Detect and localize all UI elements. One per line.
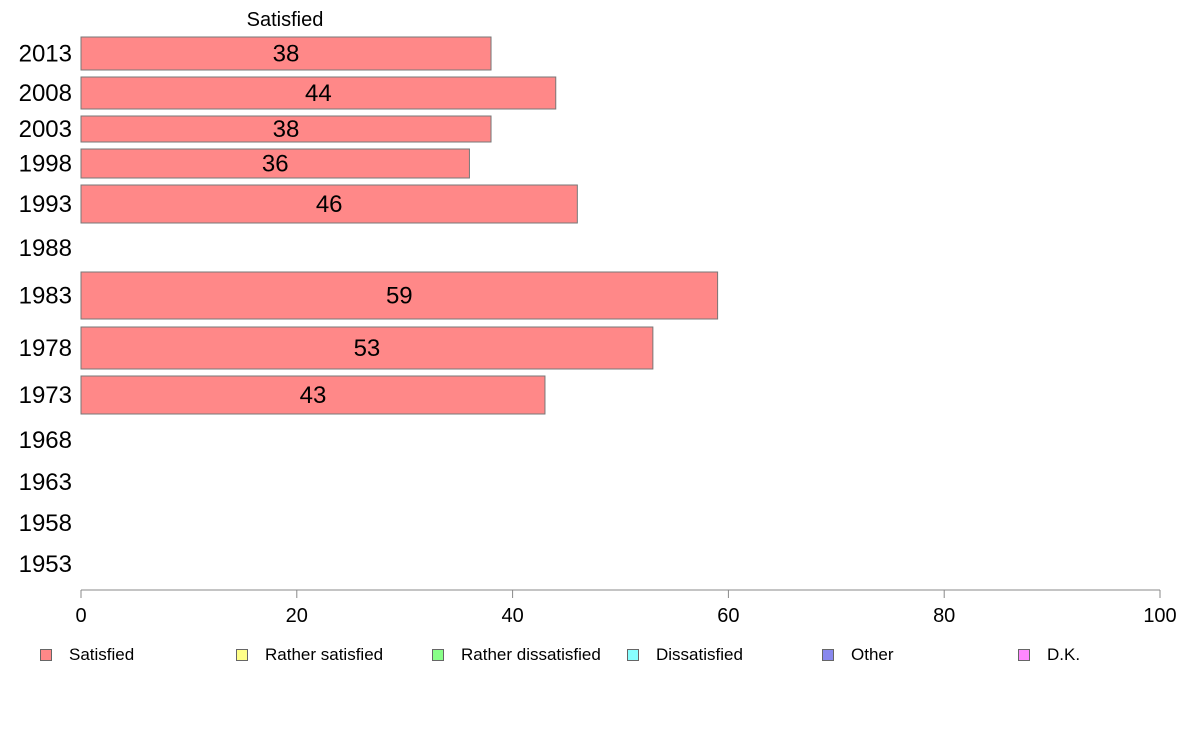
bar-satisfied — [80, 76, 557, 110]
legend-item-dk: D.K. — [1018, 642, 1080, 668]
legend-swatch-dk — [1018, 649, 1030, 661]
x-tick-label: 40 — [501, 605, 523, 627]
legend-label: Rather satisfied — [265, 645, 384, 664]
year-label: 2003 — [19, 116, 72, 143]
bar-value-label: 38 — [273, 116, 300, 143]
bar-satisfied — [80, 36, 492, 71]
year-label: 1983 — [19, 283, 72, 310]
bar-value-label: 44 — [305, 80, 332, 107]
bar-value-label: 36 — [262, 151, 289, 178]
legend-label: Dissatisfied — [656, 645, 743, 664]
x-tick-label: 20 — [286, 605, 308, 627]
year-label: 1963 — [19, 469, 72, 496]
year-label: 2013 — [19, 41, 72, 68]
legend-item-dissatisfied: Dissatisfied — [627, 642, 743, 668]
legend-item-rather-satisfied: Rather satisfied — [236, 642, 383, 668]
year-label: 1988 — [19, 235, 72, 262]
year-label: 1958 — [19, 510, 72, 537]
legend-item-satisfied: Satisfied — [40, 642, 134, 668]
legend-label: Rather dissatisfied — [461, 645, 601, 664]
bar-satisfied — [80, 271, 719, 320]
legend-label: D.K. — [1047, 645, 1081, 664]
bar-satisfied — [80, 115, 492, 143]
bar-satisfied — [80, 375, 546, 415]
bar-value-label: 43 — [300, 382, 327, 409]
x-tick-label: 80 — [933, 605, 955, 627]
x-tick-label: 60 — [717, 605, 739, 627]
year-label: 2008 — [19, 80, 72, 107]
chart-title: Satisfied — [247, 9, 324, 31]
legend-swatch-rather-dissatisfied — [432, 649, 444, 661]
bar-satisfied — [80, 326, 654, 370]
bar-value-label: 59 — [386, 283, 413, 310]
legend: Satisfied Rather satisfied Rather dissat… — [0, 642, 1188, 670]
legend-swatch-rather-satisfied — [236, 649, 248, 661]
x-tick-label: 0 — [75, 605, 86, 627]
legend-swatch-dissatisfied — [627, 649, 639, 661]
bar-satisfied — [80, 184, 578, 224]
year-label: 1968 — [19, 427, 72, 454]
bar-value-label: 38 — [273, 41, 300, 68]
legend-label: Other — [851, 645, 894, 664]
legend-label: Satisfied — [69, 645, 135, 664]
year-label: 1973 — [19, 382, 72, 409]
x-tick-label: 100 — [1143, 605, 1176, 627]
bar-satisfied — [80, 148, 470, 179]
year-label: 1993 — [19, 191, 72, 218]
year-label: 1978 — [19, 335, 72, 362]
legend-item-other: Other — [822, 642, 894, 668]
legend-item-rather-dissatisfied: Rather dissatisfied — [432, 642, 601, 668]
legend-swatch-satisfied — [40, 649, 52, 661]
legend-swatch-other — [822, 649, 834, 661]
bar-value-label: 46 — [316, 191, 343, 218]
year-label: 1953 — [19, 551, 72, 578]
bar-value-label: 53 — [354, 335, 381, 362]
year-label: 1998 — [19, 151, 72, 178]
